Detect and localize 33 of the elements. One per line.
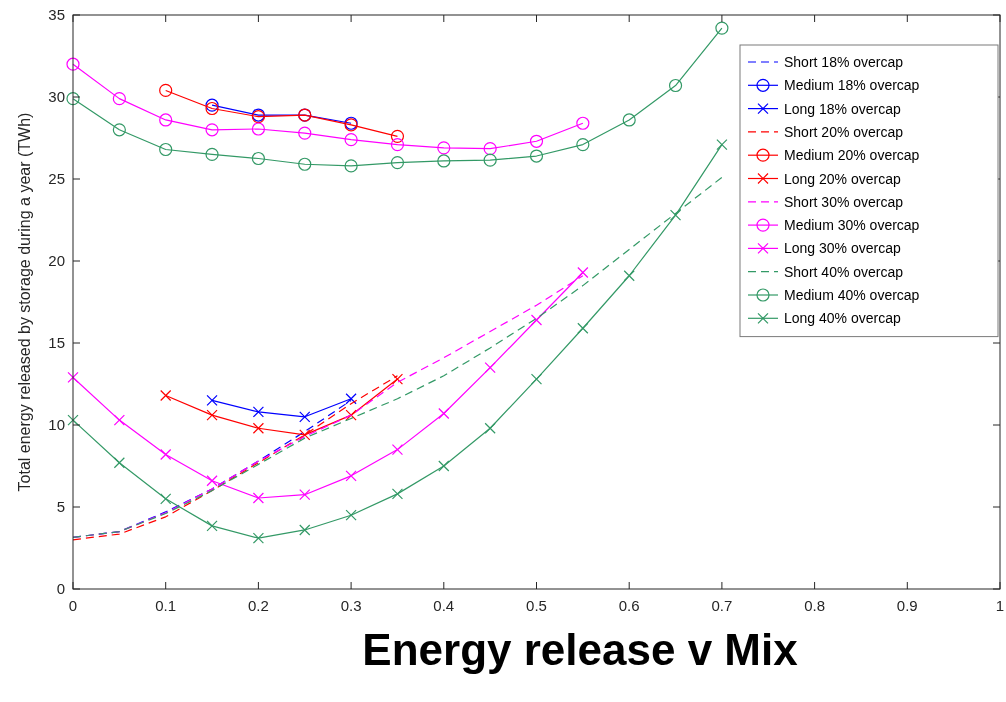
x-tick-label: 0.9	[896, 597, 918, 614]
legend-label: Short 20% overcap	[784, 123, 904, 140]
x-tick-label: 0.2	[247, 597, 269, 614]
y-tick-label: 0	[56, 580, 65, 597]
x-tick-label: 0.1	[155, 597, 177, 614]
x-tick-label: 0	[68, 597, 78, 614]
y-axis-title: Total energy released by storage during a year (TWh)	[16, 112, 33, 492]
text: Energy release v Mix	[362, 625, 799, 674]
y-tick-label: 20	[48, 252, 65, 269]
legend-label: Long 30% overcap	[784, 240, 901, 257]
y-tick-label: 10	[48, 416, 65, 433]
legend-label: Long 18% overcap	[784, 100, 901, 117]
y-tick-label: 35	[48, 6, 65, 23]
legend-label: Medium 30% overcap	[784, 217, 920, 234]
legend-label: Long 20% overcap	[784, 170, 901, 187]
y-tick-label: 15	[48, 334, 65, 351]
legend-label: Short 18% overcap	[784, 54, 904, 70]
legend-label: Short 30% overcap	[784, 193, 904, 210]
x-tick-label: 0.8	[804, 597, 826, 614]
x-tick-label: 0.5	[526, 597, 547, 614]
legend-label: Short 40% overcap	[784, 263, 904, 280]
legend-label: Long 40% overcap	[784, 310, 901, 327]
x-tick-label: 0.4	[433, 597, 455, 614]
legend-label: Medium 18% overcap	[784, 77, 920, 94]
legend-label: Medium 20% overcap	[784, 147, 920, 164]
x-tick-label: 0.7	[711, 597, 733, 614]
x-tick-label: 0.3	[340, 597, 362, 614]
x-tick-label: 1	[995, 597, 1005, 614]
x-tick-label: 0.6	[618, 597, 640, 614]
legend-label: Medium 40% overcap	[784, 287, 920, 303]
y-tick-label: 5	[56, 498, 65, 515]
y-tick-label: 25	[48, 170, 65, 187]
y-tick-label: 30	[48, 88, 65, 105]
